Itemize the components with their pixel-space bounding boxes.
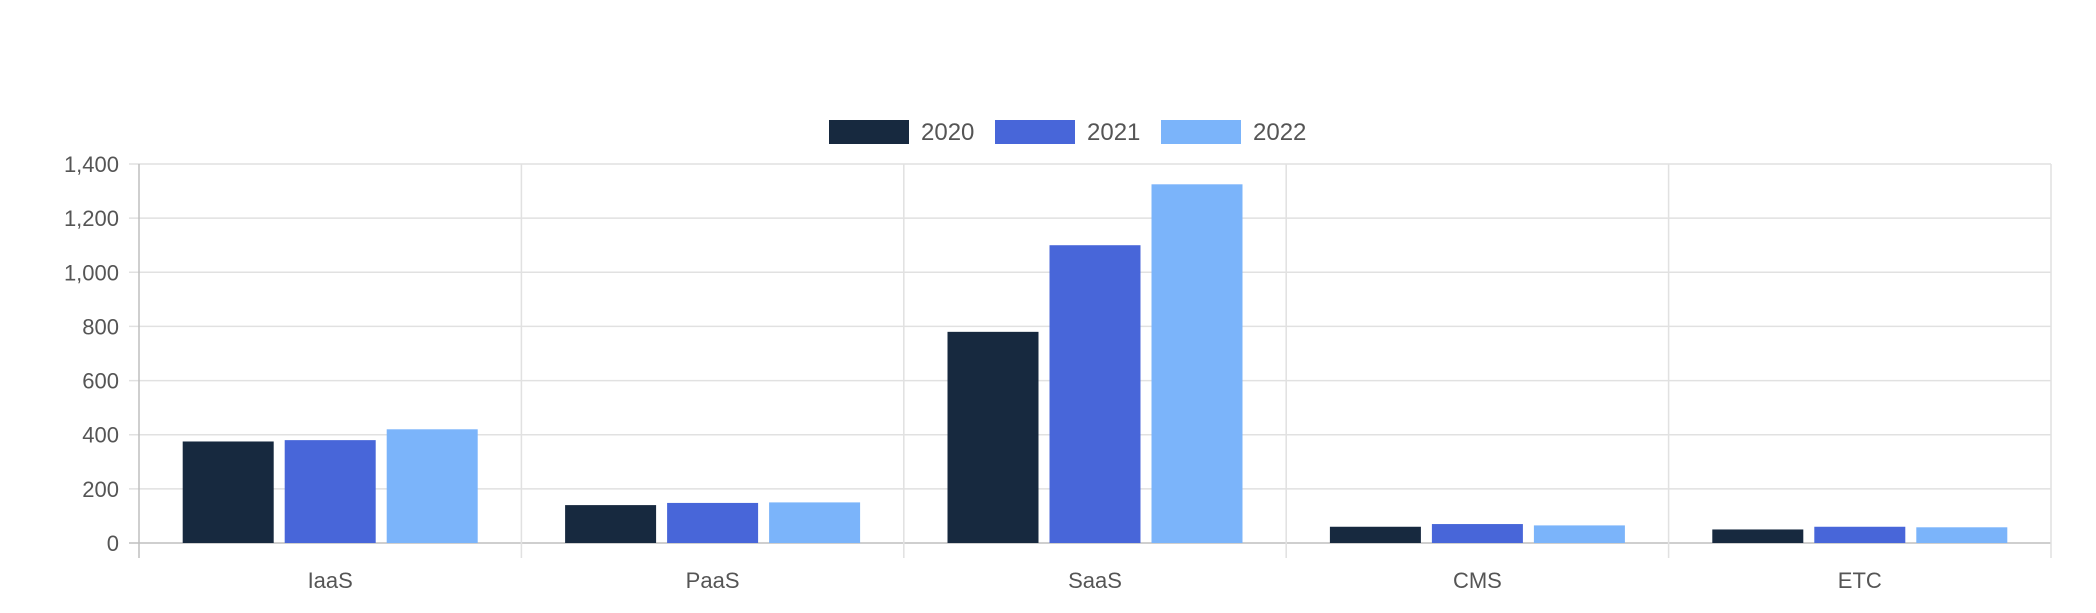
- legend-item-2020[interactable]: 2020: [829, 119, 974, 146]
- legend-label: 2020: [921, 119, 974, 146]
- bar-iaas-2022[interactable]: [386, 429, 478, 543]
- y-tick-label: 1,200: [64, 206, 119, 231]
- bar-saas-2021[interactable]: [1049, 245, 1141, 543]
- x-axis: IaaS PaaS SaaS CMS ETC: [308, 568, 1882, 593]
- x-tick-label: IaaS: [308, 568, 353, 593]
- bar-paas-2022[interactable]: [769, 502, 861, 543]
- bar-iaas-2020[interactable]: [182, 441, 274, 543]
- y-tick-label: 1,000: [64, 260, 119, 285]
- y-tick-label: 0: [107, 531, 119, 556]
- legend-swatch: [1161, 120, 1241, 144]
- y-tick-label: 800: [82, 314, 119, 339]
- legend-label: 2022: [1253, 119, 1306, 146]
- bar-paas-2020[interactable]: [565, 505, 657, 543]
- legend-item-2022[interactable]: 2022: [1161, 119, 1306, 146]
- bar-cms-2021[interactable]: [1431, 524, 1523, 543]
- legend: 2020 2021 2022: [829, 119, 1306, 146]
- x-tick-label: PaaS: [686, 568, 740, 593]
- bar-etc-2022[interactable]: [1916, 527, 2008, 543]
- y-tick-label: 200: [82, 477, 119, 502]
- y-tick-label: 1,400: [64, 152, 119, 177]
- x-tick-label: ETC: [1838, 568, 1882, 593]
- x-tick-label: CMS: [1453, 568, 1502, 593]
- bar-iaas-2021[interactable]: [284, 440, 376, 543]
- bar-saas-2022[interactable]: [1151, 184, 1243, 543]
- x-tick-label: SaaS: [1068, 568, 1122, 593]
- bars: [182, 184, 2008, 543]
- y-tick-label: 600: [82, 369, 119, 394]
- legend-swatch: [995, 120, 1075, 144]
- bar-cms-2022[interactable]: [1533, 525, 1625, 543]
- bar-etc-2021[interactable]: [1814, 526, 1906, 543]
- legend-item-2021[interactable]: 2021: [995, 119, 1140, 146]
- y-tick-label: 400: [82, 423, 119, 448]
- legend-label: 2021: [1087, 119, 1140, 146]
- bar-paas-2021[interactable]: [667, 502, 759, 543]
- legend-swatch: [829, 120, 909, 144]
- y-axis: 0 200 400 600 800 1,000 1,200 1,400: [64, 152, 119, 556]
- bar-saas-2020[interactable]: [947, 331, 1039, 543]
- bar-cms-2020[interactable]: [1329, 526, 1421, 543]
- bar-etc-2020[interactable]: [1712, 529, 1804, 543]
